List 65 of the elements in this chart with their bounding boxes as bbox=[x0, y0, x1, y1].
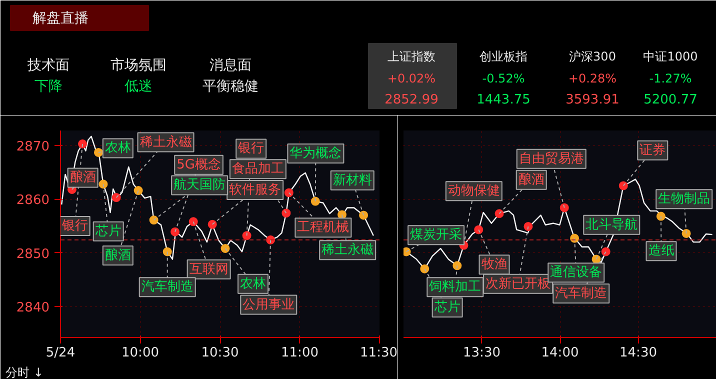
annotation: 动物保健 bbox=[448, 184, 500, 199]
x-tick-label: 11:00 bbox=[281, 346, 318, 360]
y-tick-label: 2840 bbox=[16, 300, 50, 316]
annotation: 证券 bbox=[640, 142, 666, 158]
annotation: 生物制品 bbox=[658, 192, 710, 207]
annotation: 次新已开板 bbox=[486, 276, 551, 292]
annotation: 软件服务 bbox=[229, 182, 282, 198]
annotation: 食品加工 bbox=[232, 162, 284, 177]
x-tick-label: 14:00 bbox=[541, 346, 579, 360]
text: +0.28% bbox=[568, 72, 617, 86]
text: 创业板指 bbox=[480, 50, 528, 64]
annotation: 农林 bbox=[240, 276, 266, 292]
annotation: 饲料加工 bbox=[428, 280, 482, 295]
annotation: 自由贸易港 bbox=[518, 151, 584, 166]
text: 平衡稳健 bbox=[202, 78, 258, 94]
text: 上证指数 bbox=[388, 50, 436, 64]
annotation: 煤炭开采 bbox=[410, 228, 462, 243]
annotation: 北斗导航 bbox=[586, 217, 638, 232]
annotation: 银行 bbox=[60, 218, 88, 234]
annotation: 酿酒 bbox=[70, 170, 96, 186]
text: 消息面 bbox=[210, 58, 252, 74]
annotation: 造纸 bbox=[648, 244, 674, 259]
annotation: 酿酒 bbox=[104, 248, 131, 263]
text: 下降 bbox=[34, 78, 62, 94]
x-tick-label: 11:30 bbox=[360, 346, 398, 360]
y-tick-label: 2860 bbox=[16, 193, 50, 208]
text: 沪深300 bbox=[569, 50, 616, 64]
x-tick-label: 10:00 bbox=[122, 346, 159, 360]
text: -0.52% bbox=[482, 72, 525, 86]
annotation: 银行 bbox=[237, 141, 264, 156]
annotation: 通信设备 bbox=[550, 265, 602, 280]
text: 3593.91 bbox=[566, 92, 620, 108]
annotation: 芯片 bbox=[433, 300, 460, 315]
text: 市场氛围 bbox=[110, 58, 166, 74]
x-tick-label: 10:30 bbox=[201, 346, 239, 360]
text: 技术面 bbox=[26, 58, 70, 74]
x-axis-title: 分时 ↓ bbox=[6, 366, 44, 379]
text: 5200.77 bbox=[644, 92, 698, 108]
x-tick-label: 13:30 bbox=[463, 346, 500, 360]
annotation: 新材料 bbox=[332, 172, 372, 188]
annotation: 稀土永磁 bbox=[140, 134, 192, 150]
text: -1.27% bbox=[649, 72, 692, 86]
text: 中证1000 bbox=[643, 50, 698, 64]
x-tick-label: 14:30 bbox=[620, 346, 657, 360]
y-tick-label: 2870 bbox=[16, 140, 50, 155]
annotation: 汽车制造 bbox=[141, 280, 194, 295]
text: 2852.99 bbox=[384, 92, 438, 108]
annotation: 工程机械 bbox=[297, 220, 350, 236]
annotation: 华为概念 bbox=[290, 146, 342, 162]
text: 低迷 bbox=[124, 78, 152, 94]
annotation: 互联网 bbox=[189, 262, 228, 277]
text: 1443.75 bbox=[476, 92, 530, 108]
annotation: 稀土永磁 bbox=[322, 242, 374, 258]
annotation: 牧渔 bbox=[481, 257, 508, 272]
annotation: 公用事业 bbox=[242, 297, 295, 312]
y-tick-label: 2850 bbox=[16, 246, 50, 262]
annotation: 芯片 bbox=[94, 224, 122, 239]
text: +0.02% bbox=[387, 72, 436, 86]
annotation: 酿酒 bbox=[518, 172, 544, 188]
annotation: 航天国防 bbox=[174, 178, 226, 193]
text: 解盘直播 bbox=[32, 10, 88, 26]
annotation: 5G概念 bbox=[176, 157, 221, 172]
annotation: 汽车制造 bbox=[555, 286, 608, 302]
x-tick-label: 5/24 bbox=[46, 346, 76, 360]
annotation: 农林 bbox=[104, 140, 131, 156]
